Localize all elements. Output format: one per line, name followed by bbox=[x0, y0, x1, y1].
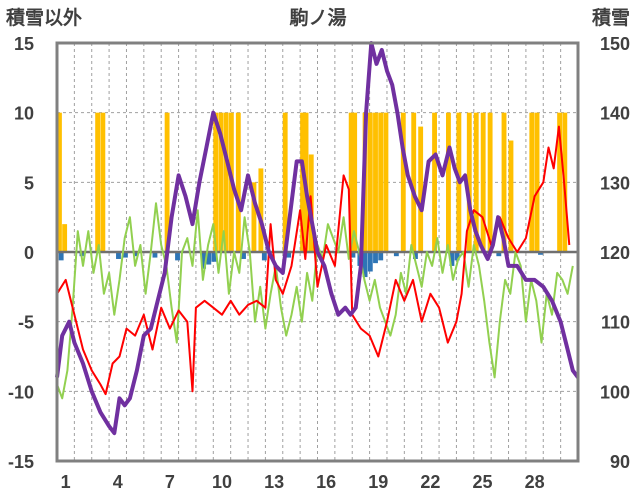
precipitation-bar bbox=[487, 112, 493, 253]
snow-depth-change-bar bbox=[393, 252, 399, 257]
left-tick-label: 0 bbox=[24, 243, 34, 263]
precipitation-bar bbox=[534, 112, 540, 253]
snow-depth-change-bar bbox=[211, 252, 217, 262]
right-tick-label: 140 bbox=[600, 104, 630, 124]
precipitation-bar bbox=[282, 112, 288, 253]
precipitation-bar bbox=[418, 126, 424, 252]
precipitation-bar bbox=[258, 168, 264, 252]
snow-depth-change-bar bbox=[175, 252, 180, 261]
x-tick-label: 19 bbox=[368, 472, 388, 492]
precipitation-bar bbox=[378, 112, 384, 253]
snow-depth-change-bar bbox=[449, 252, 455, 266]
x-tick-label: 25 bbox=[472, 472, 492, 492]
snow-depth-change-bar bbox=[201, 252, 207, 269]
left-tick-label: -15 bbox=[8, 452, 34, 472]
left-tick-label: -10 bbox=[8, 382, 34, 402]
snow-depth-change-bar bbox=[152, 252, 158, 258]
snow-depth-change-bar bbox=[350, 252, 356, 258]
precipitation-bar bbox=[348, 112, 354, 253]
left-tick-label: 10 bbox=[14, 104, 34, 124]
precipitation-bar bbox=[62, 224, 68, 252]
precipitation-bar bbox=[501, 112, 507, 253]
precipitation-bar bbox=[218, 112, 224, 253]
precipitation-bar bbox=[223, 112, 229, 253]
plot-frame bbox=[55, 41, 580, 463]
left-tick-label: -5 bbox=[18, 313, 34, 333]
snow-depth-change-bar bbox=[241, 252, 246, 259]
right-tick-label: 130 bbox=[600, 173, 630, 193]
snow-depth-change-bar bbox=[454, 252, 460, 261]
x-tick-labels: 1 4 7 10 13 16 19 22 25 28 bbox=[61, 472, 545, 492]
precipitation-bar bbox=[95, 112, 101, 253]
x-tick-label: 13 bbox=[264, 472, 284, 492]
precipitation-bar bbox=[400, 112, 406, 253]
precipitation-bar bbox=[164, 112, 170, 253]
snow-depth-change-bar bbox=[378, 252, 384, 261]
x-tick-label: 7 bbox=[165, 472, 175, 492]
right-tick-label: 90 bbox=[610, 452, 630, 472]
precipitation-bar bbox=[383, 112, 389, 253]
snow-depth-change-bar bbox=[58, 252, 64, 261]
x-tick-label: 16 bbox=[316, 472, 336, 492]
right-tick-label: 120 bbox=[600, 243, 630, 263]
x-tick-label: 1 bbox=[61, 472, 71, 492]
precipitation-bar bbox=[529, 112, 535, 253]
precipitation-bar bbox=[508, 140, 514, 252]
precipitation-bar bbox=[557, 112, 563, 253]
snow-depth-change-bars bbox=[58, 252, 543, 278]
precipitation-bar bbox=[373, 112, 378, 253]
chart-title: 駒ノ湯 bbox=[289, 6, 346, 29]
precipitation-bar bbox=[57, 112, 62, 253]
right-tick-label: 150 bbox=[600, 34, 630, 54]
snow-depth-line bbox=[55, 41, 580, 436]
min-temp-line bbox=[56, 202, 574, 400]
precipitation-bar bbox=[300, 112, 305, 253]
right-tick-label: 100 bbox=[600, 382, 630, 402]
x-tick-label: 10 bbox=[212, 472, 232, 492]
precipitation-bar bbox=[235, 112, 241, 253]
precipitation-bar bbox=[411, 112, 417, 253]
left-tick-labels: 15 10 5 0 -5 -10 -15 bbox=[8, 34, 34, 472]
grid-lines bbox=[57, 43, 578, 461]
precipitation-bar bbox=[432, 112, 437, 253]
precipitation-bar bbox=[446, 112, 451, 253]
precipitation-bar bbox=[473, 112, 479, 253]
precipitation-bar bbox=[100, 112, 106, 253]
left-tick-label: 15 bbox=[14, 34, 34, 54]
precipitation-bar bbox=[352, 112, 358, 253]
snow-depth-change-bar bbox=[133, 252, 139, 257]
precipitation-bar bbox=[480, 112, 486, 253]
precipitation-bar bbox=[367, 112, 373, 253]
x-tick-label: 28 bbox=[525, 472, 545, 492]
left-axis-label: 積雪以外 bbox=[6, 6, 82, 29]
snow-depth-change-bar bbox=[373, 252, 378, 264]
right-axis-label: 積雪 bbox=[592, 6, 630, 29]
snow-depth-change-bar bbox=[116, 252, 121, 259]
snow-depth-change-bar bbox=[367, 252, 373, 272]
snow-depth-change-bar bbox=[122, 252, 128, 258]
snow-depth-change-bar bbox=[496, 252, 502, 257]
snow-depth-change-bar bbox=[413, 252, 418, 259]
snow-depth-change-bar bbox=[261, 252, 267, 261]
left-tick-label: 5 bbox=[24, 173, 34, 193]
snow-depth-change-bar bbox=[362, 252, 368, 278]
precipitation-bar bbox=[466, 112, 472, 253]
snow-depth-change-bar bbox=[286, 252, 292, 258]
x-tick-label: 4 bbox=[113, 472, 123, 492]
snow-depth-change-bar bbox=[538, 252, 543, 255]
series-lines bbox=[55, 41, 580, 436]
precipitation-bar bbox=[213, 112, 219, 253]
precipitation-bar bbox=[251, 182, 257, 252]
snow-depth-change-bar bbox=[206, 252, 212, 265]
right-tick-labels: 150 140 130 120 110 100 90 bbox=[600, 34, 630, 472]
x-tick-label: 22 bbox=[420, 472, 440, 492]
right-tick-label: 110 bbox=[601, 313, 630, 333]
